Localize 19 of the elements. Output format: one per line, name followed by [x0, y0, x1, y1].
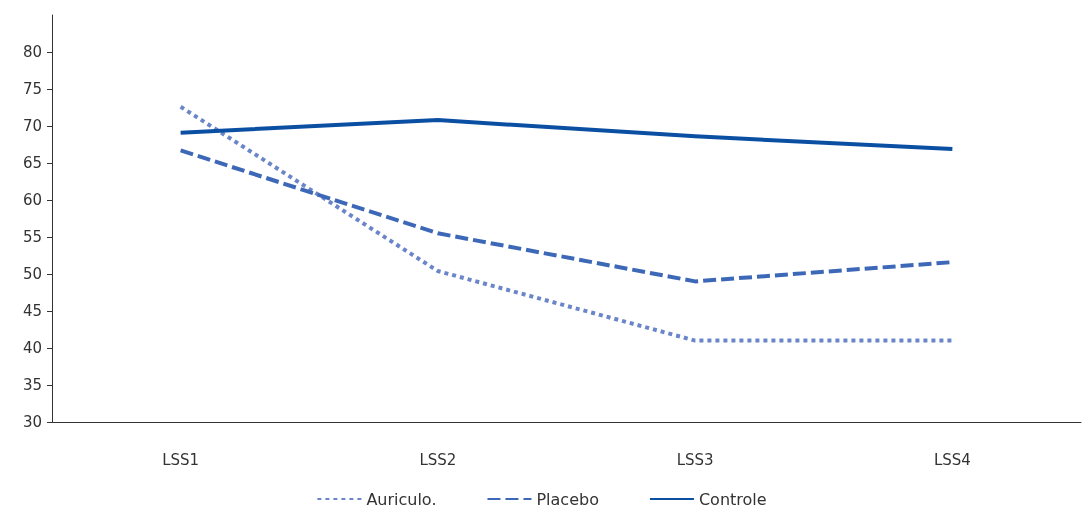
legend-label: Placebo: [536, 489, 599, 509]
y-tick-label: 75: [22, 80, 42, 98]
y-tick-label: 65: [22, 154, 42, 172]
legend-label: Controle: [698, 489, 767, 509]
y-tick-label: 30: [22, 413, 42, 431]
y-tick-label: 35: [22, 376, 42, 394]
y-tick-label: 80: [22, 43, 42, 61]
legend-label: Auriculo.: [366, 489, 437, 509]
y-tick-label: 60: [22, 191, 42, 209]
x-tick-label: LSS1: [162, 450, 200, 469]
y-tick-label: 45: [22, 302, 42, 320]
x-tick-label: LSS2: [419, 450, 457, 469]
y-tick-label: 55: [22, 228, 42, 246]
x-tick-label: LSS3: [676, 450, 714, 469]
y-tick-label: 50: [22, 265, 42, 283]
y-tick-label: 40: [22, 339, 42, 357]
x-tick-label: LSS4: [933, 450, 971, 469]
y-tick-label: 70: [22, 117, 42, 135]
line-series: [178, 118, 955, 151]
